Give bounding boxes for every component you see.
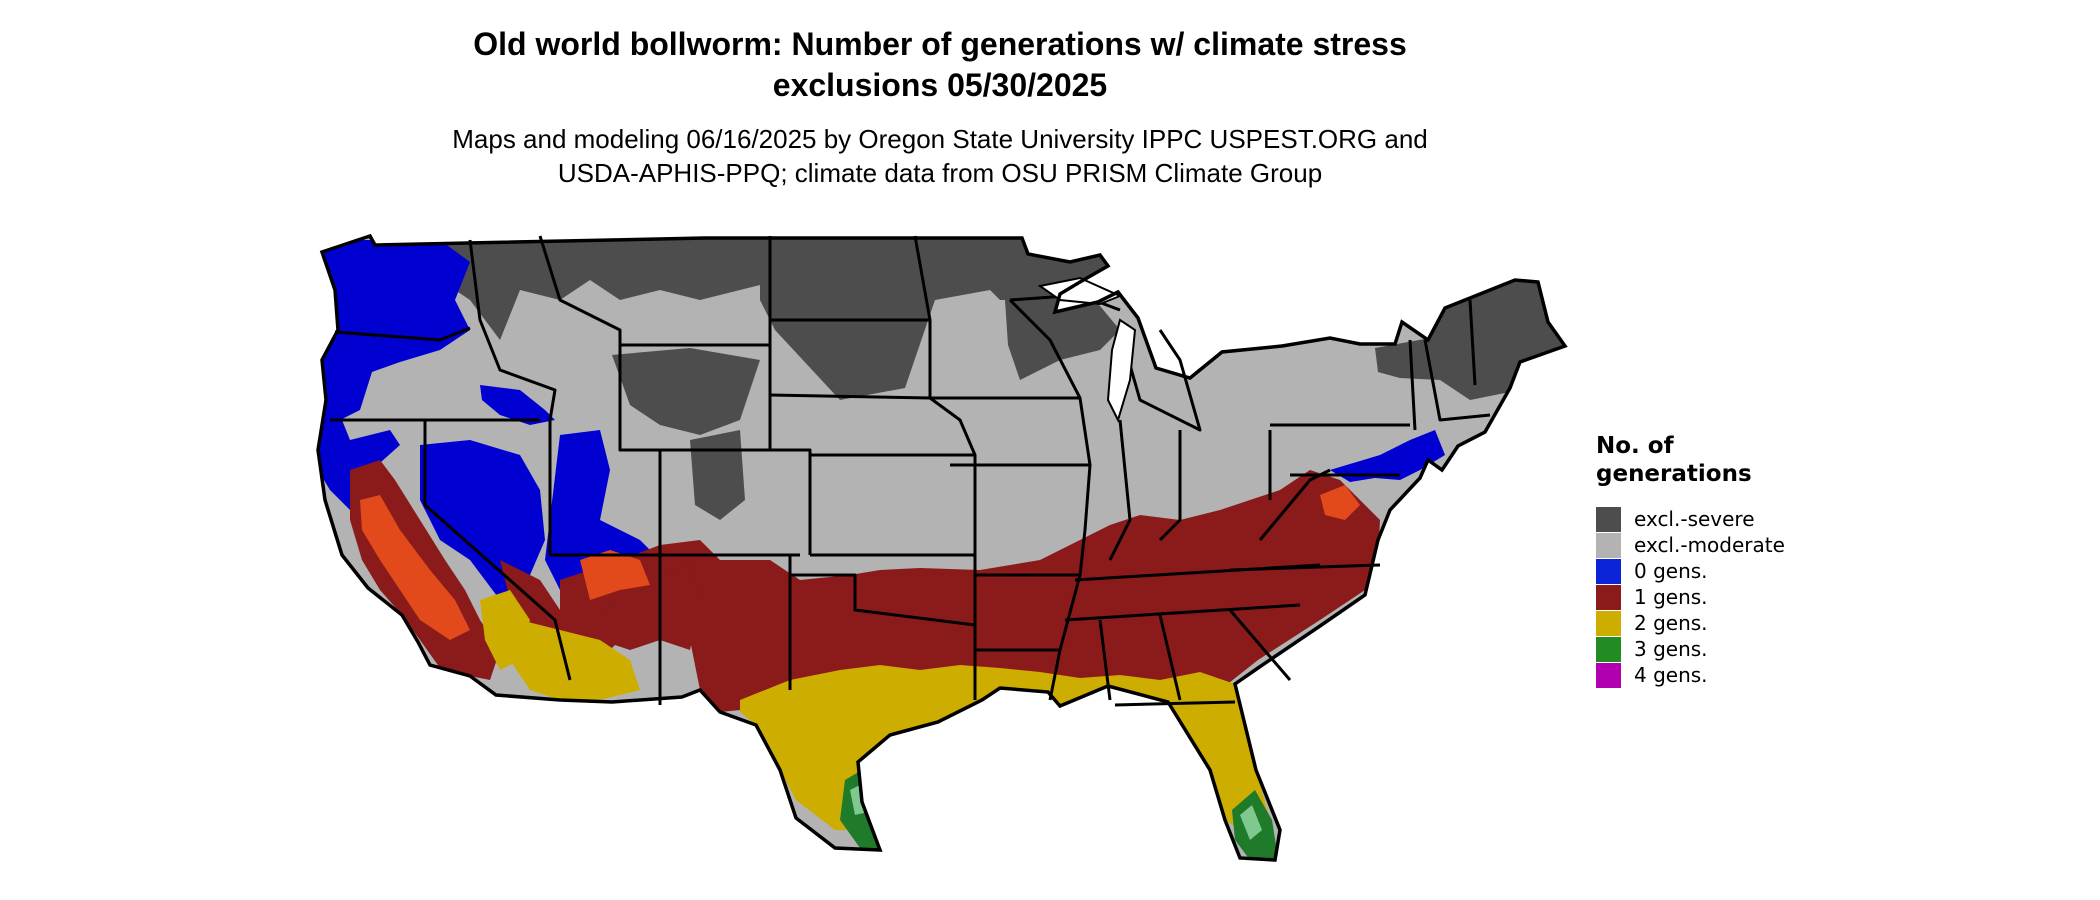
border-mt-wy [538, 235, 770, 347]
legend-label: 1 gens. [1634, 585, 1708, 609]
zone-two-socal [480, 590, 530, 670]
legend-swatch [1596, 532, 1621, 558]
us-generations-map [316, 234, 1567, 862]
zone-zero-oregon-coast [318, 420, 400, 510]
legend-label: 3 gens. [1634, 637, 1708, 661]
map-subtitle-line1: Maps and modeling 06/16/2025 by Oregon S… [452, 124, 1428, 154]
map-subtitle: Maps and modeling 06/16/2025 by Oregon S… [340, 122, 1540, 190]
zone-severe-wisconsin [1005, 290, 1120, 380]
border-ut-wy [618, 345, 660, 452]
lake-michigan [1106, 318, 1137, 423]
border-wa-or [334, 326, 471, 342]
border-al-ga [1158, 614, 1182, 701]
border-va-wv [1258, 468, 1331, 541]
border-mi-lp [1118, 329, 1202, 432]
zone-orange-az [580, 550, 650, 600]
legend-label: excl.-moderate [1634, 533, 1785, 557]
zone-orange-california [360, 495, 470, 640]
zone-severe-wyoming [612, 348, 760, 435]
border-ga-sc [1228, 609, 1292, 681]
border-ny-ne [1408, 339, 1417, 431]
legend-title-line2: generations [1596, 461, 1752, 487]
legend-item-4-gens: 4 gens. [1596, 662, 1816, 688]
legend-swatch [1596, 506, 1621, 532]
legend-items: excl.-severe excl.-moderate 0 gens. 1 ge… [1596, 506, 1816, 688]
border-tn-south [1064, 603, 1301, 622]
border-idaho [468, 239, 557, 421]
legend-item-2-gens: 2 gens. [1596, 610, 1816, 636]
border-ga-fl [1114, 700, 1236, 707]
border-in-oh [1158, 430, 1182, 542]
legend-label: excl.-severe [1634, 507, 1755, 531]
border-co [660, 448, 812, 555]
zone-zero-idaho [480, 385, 555, 425]
legend-swatch [1596, 610, 1621, 636]
border-new-england [1423, 339, 1491, 422]
border-sd-ne [769, 393, 931, 400]
border-mississippi [1008, 298, 1092, 701]
border-nc-va [1229, 563, 1381, 572]
border-mn-dakotas [913, 235, 977, 625]
border-me [1468, 299, 1477, 386]
legend-item-0-gens: 0 gens. [1596, 558, 1816, 584]
zone-one-south [560, 470, 1380, 712]
map-title-line1: Old world bollworm: Number of generation… [473, 26, 1407, 62]
legend-label: 4 gens. [1634, 663, 1708, 687]
zone-zero-midatlantic [1330, 430, 1445, 482]
border-il-in [1108, 419, 1132, 561]
state-borders [330, 235, 1491, 707]
zone-two-gulf [740, 665, 1270, 830]
legend-item-excl-severe: excl.-severe [1596, 506, 1816, 532]
generation-zones [318, 236, 1565, 860]
legend-swatch [1596, 584, 1621, 610]
legend-title-line1: No. of [1596, 433, 1674, 459]
border-ca-nv [423, 420, 572, 681]
zone-orange-va [1320, 485, 1360, 520]
legend-swatch [1596, 662, 1621, 688]
legend-item-3-gens: 3 gens. [1596, 636, 1816, 662]
zone-zero-northwest [318, 240, 470, 420]
zone-three-florida-light [1240, 805, 1262, 840]
legend-item-excl-moderate: excl.-moderate [1596, 532, 1816, 558]
legend-item-1-gens: 1 gens. [1596, 584, 1816, 610]
zone-severe-north [760, 236, 1108, 400]
legend-label: 2 gens. [1634, 611, 1708, 635]
map-title-line2: exclusions 05/30/2025 [772, 67, 1108, 103]
legend-title: No. of generations [1596, 432, 1816, 488]
legend: No. of generations excl.-severe excl.-mo… [1596, 432, 1816, 688]
legend-swatch [1596, 558, 1621, 584]
map-subtitle-line2: USDA-APHIS-PPQ; climate data from OSU PR… [557, 158, 1323, 188]
zone-severe-colorado [690, 430, 745, 520]
legend-label: 0 gens. [1634, 559, 1708, 583]
legend-swatch [1596, 636, 1621, 662]
zone-two-arizona [510, 620, 640, 700]
map-title: Old world bollworm: Number of generation… [340, 24, 1540, 106]
